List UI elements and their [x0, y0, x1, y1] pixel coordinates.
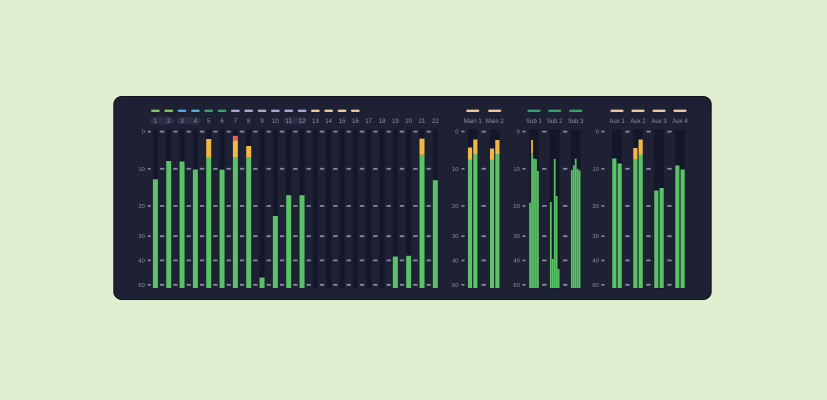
svg-text:17: 17	[365, 118, 372, 125]
svg-text:Sub 1: Sub 1	[526, 119, 542, 125]
svg-text:0: 0	[517, 130, 520, 136]
svg-text:7: 7	[234, 118, 238, 125]
svg-text:10: 10	[272, 118, 279, 125]
svg-text:20: 20	[138, 204, 144, 210]
svg-text:Aux 2: Aux 2	[630, 119, 646, 125]
svg-text:21: 21	[419, 118, 426, 125]
svg-text:Main 1: Main 1	[464, 119, 483, 125]
svg-text:20: 20	[513, 204, 519, 210]
svg-text:Aux 1: Aux 1	[609, 119, 625, 125]
svg-text:8: 8	[247, 118, 251, 125]
svg-text:40: 40	[138, 258, 144, 264]
svg-text:30: 30	[592, 234, 598, 240]
svg-text:30: 30	[138, 234, 144, 240]
svg-text:Aux 4: Aux 4	[672, 119, 688, 125]
svg-text:12: 12	[299, 118, 306, 125]
svg-text:Sub 2: Sub 2	[547, 119, 563, 125]
svg-text:2: 2	[167, 118, 171, 125]
svg-text:19: 19	[392, 118, 399, 125]
svg-text:15: 15	[339, 118, 346, 125]
svg-text:10: 10	[513, 167, 519, 173]
svg-text:40: 40	[452, 258, 458, 264]
svg-text:4: 4	[194, 118, 198, 125]
svg-text:5: 5	[207, 118, 211, 125]
svg-text:40: 40	[513, 258, 519, 264]
svg-text:18: 18	[379, 118, 386, 125]
svg-text:14: 14	[325, 118, 332, 125]
svg-text:30: 30	[452, 234, 458, 240]
svg-text:60: 60	[452, 283, 458, 289]
svg-text:3: 3	[180, 118, 184, 125]
svg-text:1: 1	[154, 118, 158, 125]
svg-text:40: 40	[592, 258, 598, 264]
svg-text:11: 11	[286, 118, 293, 125]
svg-text:60: 60	[138, 283, 144, 289]
svg-text:10: 10	[592, 167, 598, 173]
svg-text:20: 20	[452, 204, 458, 210]
svg-text:30: 30	[513, 234, 519, 240]
svg-text:Main 2: Main 2	[486, 119, 505, 125]
svg-text:Aux 3: Aux 3	[651, 119, 667, 125]
svg-text:20: 20	[405, 118, 412, 125]
svg-text:0: 0	[455, 130, 458, 136]
svg-text:22: 22	[432, 118, 439, 125]
svg-text:13: 13	[312, 118, 319, 125]
svg-text:10: 10	[138, 167, 144, 173]
svg-text:0: 0	[142, 130, 145, 136]
svg-text:9: 9	[260, 118, 264, 125]
svg-text:0: 0	[596, 130, 599, 136]
svg-text:10: 10	[452, 167, 458, 173]
svg-text:60: 60	[592, 283, 598, 289]
svg-text:16: 16	[352, 118, 359, 125]
svg-text:6: 6	[220, 118, 224, 125]
svg-text:20: 20	[592, 204, 598, 210]
svg-text:Sub 3: Sub 3	[568, 119, 584, 125]
svg-text:60: 60	[513, 283, 519, 289]
